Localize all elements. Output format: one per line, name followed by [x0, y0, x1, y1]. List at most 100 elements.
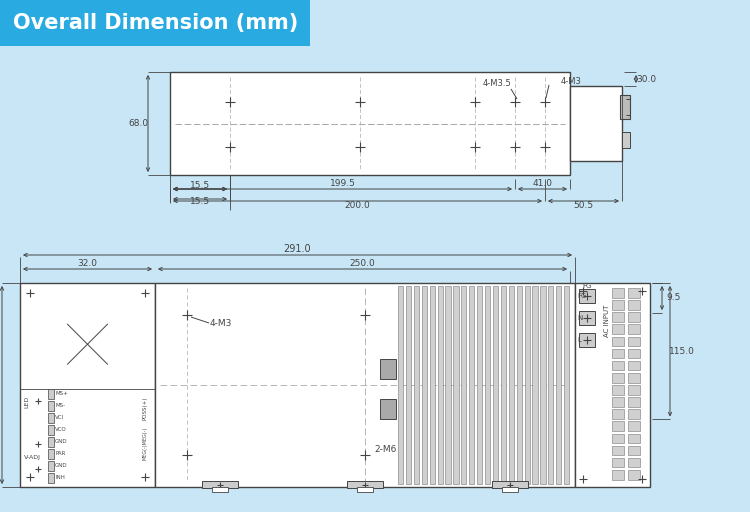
Bar	[502, 487, 518, 492]
Bar	[492, 481, 528, 488]
Text: GND: GND	[55, 439, 68, 443]
Text: LED: LED	[24, 396, 29, 408]
Text: VCO: VCO	[55, 426, 67, 432]
Bar	[493, 286, 498, 484]
Text: 9.5: 9.5	[667, 293, 681, 303]
Bar	[575, 283, 650, 487]
Bar	[612, 445, 624, 455]
Text: PAR: PAR	[55, 451, 65, 456]
Bar	[628, 336, 640, 346]
Text: INH: INH	[55, 475, 64, 480]
Text: 32.0: 32.0	[77, 259, 98, 267]
Bar	[540, 286, 545, 484]
Bar	[48, 473, 54, 483]
Bar	[48, 425, 54, 435]
Bar	[461, 286, 466, 484]
Bar	[170, 72, 570, 175]
Bar	[446, 286, 451, 484]
Bar	[612, 361, 624, 371]
Bar	[347, 481, 383, 488]
Bar	[437, 286, 442, 484]
Bar	[620, 95, 630, 119]
Circle shape	[383, 404, 393, 415]
Bar	[564, 286, 569, 484]
Bar	[501, 286, 506, 484]
Bar	[612, 421, 624, 431]
Bar	[612, 434, 624, 443]
Bar	[612, 349, 624, 358]
Bar	[628, 470, 640, 480]
Text: N: N	[577, 315, 582, 321]
Bar	[628, 361, 640, 371]
Bar	[0, 0, 310, 46]
Text: 200.0: 200.0	[344, 202, 370, 210]
Bar	[628, 397, 640, 407]
Bar	[212, 487, 228, 492]
Bar	[453, 286, 458, 484]
Bar	[612, 312, 624, 322]
Bar	[422, 286, 427, 484]
Bar	[612, 300, 624, 310]
Text: 4-M3: 4-M3	[210, 319, 232, 328]
Text: VCI: VCI	[55, 415, 64, 419]
Text: 50.5: 50.5	[574, 202, 593, 210]
Bar	[612, 397, 624, 407]
Text: MS-: MS-	[55, 402, 65, 408]
Bar	[628, 421, 640, 431]
Bar	[477, 286, 482, 484]
Bar	[612, 373, 624, 382]
Bar	[532, 286, 538, 484]
Text: 115.0: 115.0	[669, 347, 695, 356]
Text: 250.0: 250.0	[350, 259, 375, 267]
Text: MEG(-)MEG(-): MEG(-)MEG(-)	[142, 427, 148, 460]
Bar	[628, 434, 640, 443]
Bar	[414, 286, 419, 484]
Text: GND: GND	[55, 462, 68, 467]
Text: 291.0: 291.0	[284, 244, 311, 254]
Bar	[628, 458, 640, 467]
Bar	[612, 409, 624, 419]
Text: 15.5: 15.5	[190, 181, 210, 190]
Bar	[48, 413, 54, 423]
Bar	[628, 373, 640, 382]
Text: 41.0: 41.0	[532, 180, 553, 188]
Text: 15.5: 15.5	[190, 198, 210, 206]
Bar	[509, 286, 514, 484]
Bar	[628, 445, 640, 455]
Text: FG: FG	[582, 283, 592, 289]
Text: 68.0: 68.0	[128, 119, 148, 128]
Bar	[48, 437, 54, 447]
Text: 199.5: 199.5	[329, 180, 356, 188]
Text: POSS(+): POSS(+)	[142, 397, 148, 420]
Bar	[612, 385, 624, 395]
Bar	[612, 288, 624, 297]
Bar	[628, 300, 640, 310]
Text: 2-M6: 2-M6	[375, 445, 398, 454]
Bar	[202, 481, 238, 488]
Bar	[579, 311, 595, 325]
Bar	[20, 283, 155, 487]
Bar	[570, 86, 622, 161]
Bar	[628, 385, 640, 395]
Text: 4-M3.5: 4-M3.5	[483, 79, 512, 89]
Bar	[155, 283, 575, 487]
Bar	[48, 401, 54, 411]
Text: MS+: MS+	[55, 391, 68, 396]
Circle shape	[383, 364, 393, 374]
Bar	[548, 286, 554, 484]
Bar	[485, 286, 490, 484]
Bar	[628, 409, 640, 419]
Bar	[612, 336, 624, 346]
Bar	[380, 359, 396, 379]
Bar	[628, 349, 640, 358]
Bar	[628, 288, 640, 297]
Text: FG: FG	[577, 293, 586, 299]
Bar	[398, 286, 404, 484]
Bar	[524, 286, 530, 484]
Text: 4-M3: 4-M3	[561, 77, 582, 87]
Bar	[470, 286, 474, 484]
Bar	[48, 461, 54, 471]
Bar	[556, 286, 561, 484]
Bar	[628, 312, 640, 322]
Bar	[406, 286, 411, 484]
